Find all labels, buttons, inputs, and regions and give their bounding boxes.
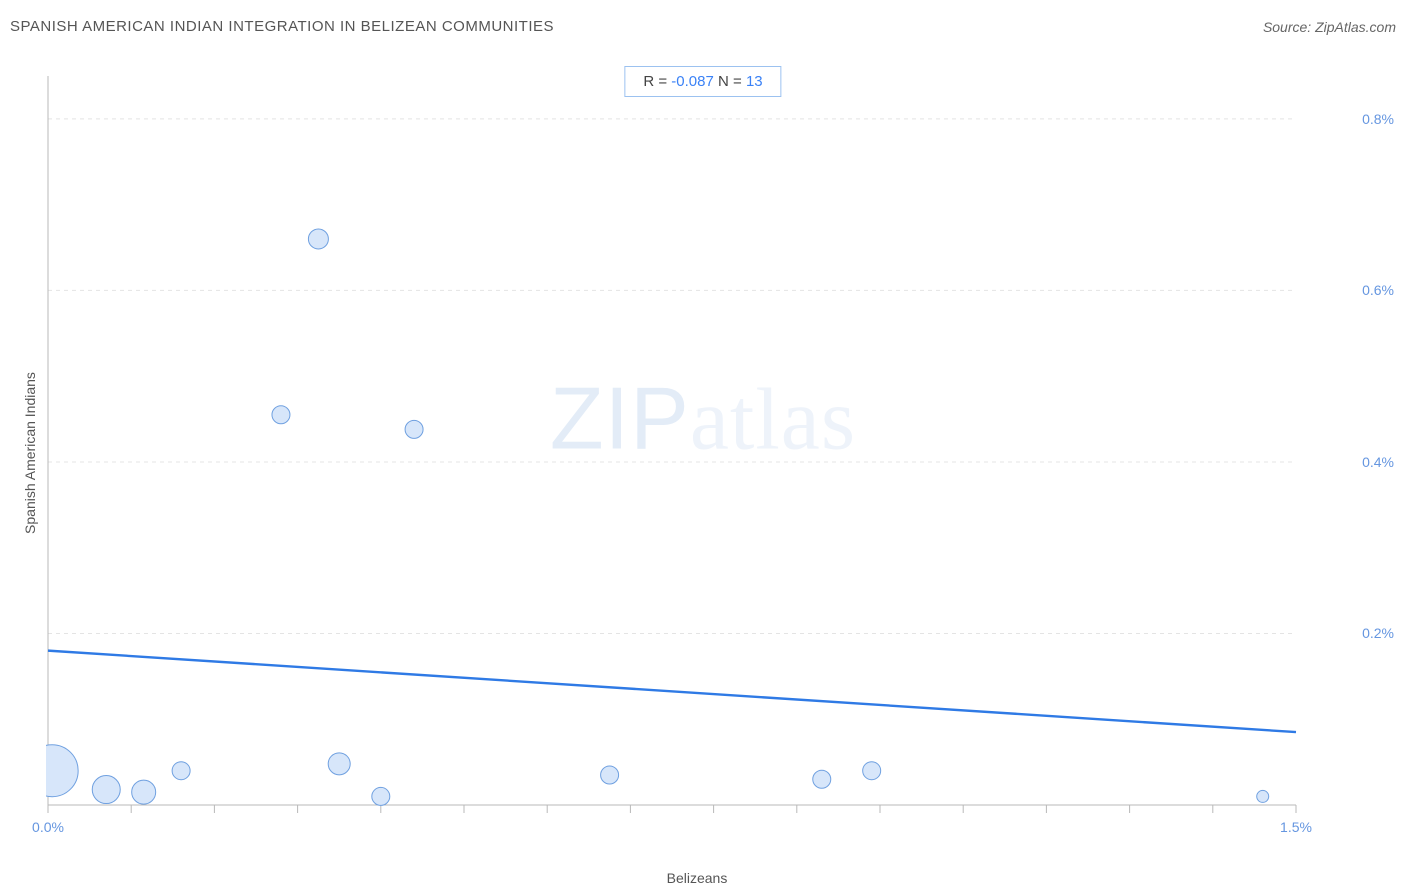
y-tick-label: 0.8%	[1362, 111, 1394, 127]
n-value: 13	[746, 73, 763, 90]
stats-badge: R = -0.087 N = 13	[624, 66, 781, 97]
title-bar: SPANISH AMERICAN INDIAN INTEGRATION IN B…	[10, 18, 1396, 35]
plot-area	[46, 60, 1348, 845]
source-label: Source: ZipAtlas.com	[1263, 19, 1396, 35]
scatter-svg	[46, 60, 1348, 845]
x-axis-title: Belizeans	[46, 870, 1348, 886]
y-tick-label: 0.4%	[1362, 454, 1394, 470]
n-label: N =	[714, 73, 746, 90]
y-tick-label: 0.6%	[1362, 282, 1394, 298]
r-label: R =	[643, 73, 671, 90]
x-tick-label: 1.5%	[1280, 819, 1312, 835]
chart-title: SPANISH AMERICAN INDIAN INTEGRATION IN B…	[10, 18, 554, 35]
y-axis-title-wrap: Spanish American Indians	[20, 60, 40, 845]
x-tick-label: 0.0%	[32, 819, 64, 835]
y-tick-label: 0.2%	[1362, 625, 1394, 641]
chart-container: SPANISH AMERICAN INDIAN INTEGRATION IN B…	[0, 0, 1406, 892]
r-value: -0.087	[671, 73, 714, 90]
y-axis-title: Spanish American Indians	[22, 372, 38, 534]
